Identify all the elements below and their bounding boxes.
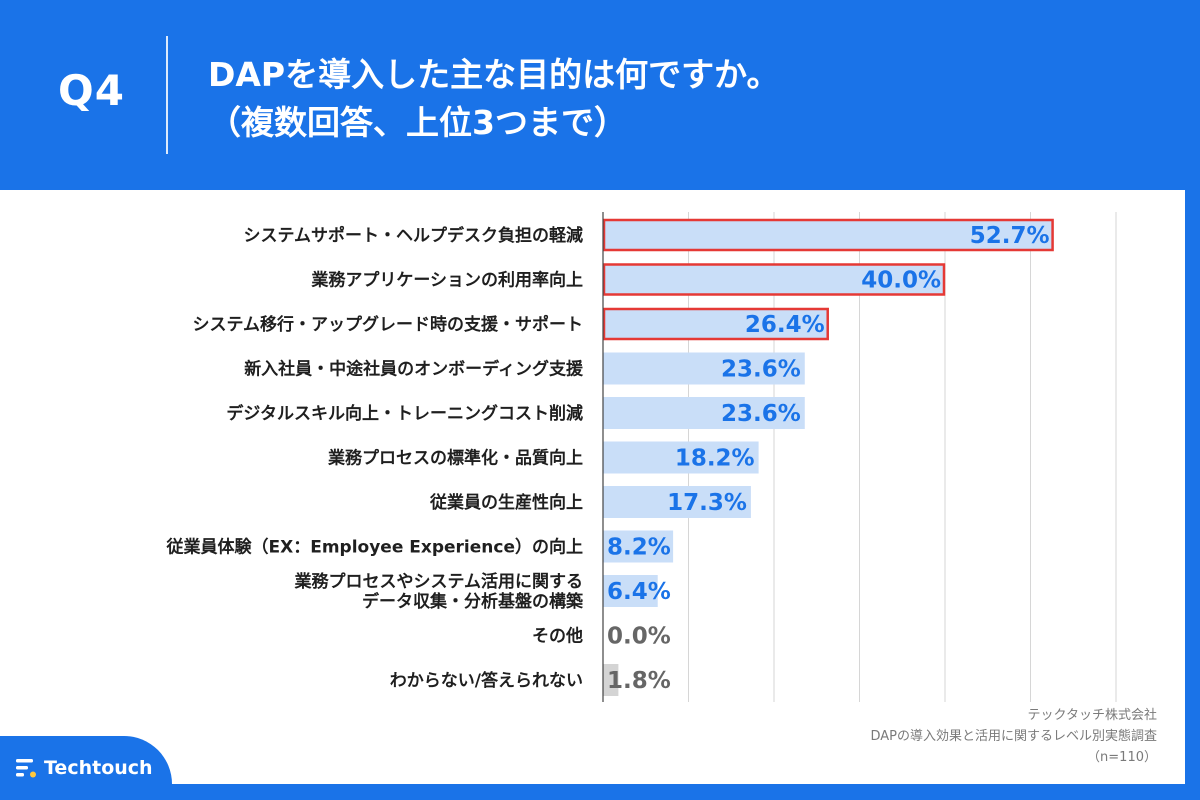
data-label: 52.7% [970, 223, 1050, 249]
techtouch-logo-icon [16, 759, 36, 778]
question-title-line2: （複数回答、上位3つまで） [208, 103, 627, 142]
category-label: その他 [532, 626, 583, 647]
category-label: システム移行・アップグレード時の支援・サポート [193, 314, 584, 335]
question-number: Q4 [58, 66, 125, 115]
bar [603, 263, 945, 296]
data-label: 26.4% [745, 312, 825, 338]
category-label: デジタルスキル向上・トレーニングコスト削減 [226, 403, 583, 424]
bar-highlight-outline [602, 263, 946, 296]
category-label: 従業員体験（EX：Employee Experience）の向上 [165, 537, 583, 558]
chart-panel: 52.7% システムサポート・ヘルプデスク負担の軽減 40.0% 業務アプリケーション… [0, 190, 1185, 784]
source-company: テックタッチ株式会社 [1027, 708, 1157, 723]
bar [603, 352, 805, 385]
source-survey: DAPの導入効果と活用に関するレベル別実態調査 [870, 729, 1157, 744]
data-label: 1.8% [607, 668, 671, 694]
data-label: 23.6% [721, 401, 801, 427]
category-label: 業務プロセスの標準化・品質向上 [328, 448, 583, 469]
category-label: 新入社員・中途社員のオンボーディング支援 [244, 359, 584, 380]
source-note: テックタッチ株式会社 DAPの導入効果と活用に関するレベル別実態調査 （n=11… [870, 705, 1157, 768]
header-divider [166, 36, 168, 154]
header: Q4 DAPを導入した主な目的は何ですか。 （複数回答、上位3つまで） [0, 0, 1200, 190]
brand-name: Techtouch [44, 757, 153, 779]
data-label: 40.0% [861, 268, 941, 294]
bar-highlight-outline [602, 218, 1054, 252]
category-label: 業務アプリケーションの利用率向上 [311, 270, 583, 291]
category-label: 業務プロセスやシステム活用に関するデータ収集・分析基盤の構築 [295, 571, 584, 612]
bar-chart: 52.7% システムサポート・ヘルプデスク負担の軽減 40.0% 業務アプリケーション… [165, 212, 1117, 702]
source-sample: （n=110） [1087, 750, 1157, 765]
data-label: 6.4% [607, 579, 671, 605]
category-label: わからない/答えられない [390, 670, 583, 691]
bar [603, 530, 674, 563]
bar [603, 397, 805, 429]
data-label: 23.6% [721, 357, 801, 383]
category-label: 従業員の生産性向上 [429, 492, 583, 513]
category-label: システムサポート・ヘルプデスク負担の軽減 [244, 225, 584, 246]
bar [603, 575, 658, 607]
data-label: 0.0% [607, 624, 671, 650]
bar [603, 441, 759, 474]
bar [603, 486, 751, 518]
bar [603, 664, 619, 696]
logo-tab [0, 736, 172, 800]
data-label: 18.2% [675, 446, 755, 472]
question-title-line1: DAPを導入した主な目的は何ですか。 [208, 55, 780, 94]
bar [603, 308, 829, 340]
bar-highlight-outline [602, 307, 829, 341]
data-label: 8.2% [607, 535, 671, 561]
data-label: 17.3% [667, 490, 747, 516]
bar [603, 219, 1054, 251]
